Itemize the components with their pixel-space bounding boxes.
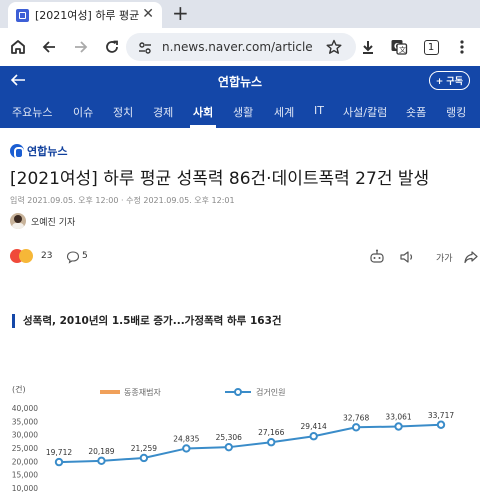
tab-issue[interactable]: 이슈 xyxy=(73,106,94,119)
subscribe-button[interactable]: + 구독 xyxy=(428,71,470,90)
back-icon[interactable] xyxy=(39,37,59,57)
home-icon[interactable] xyxy=(8,37,28,57)
category-nav: 주요뉴스 이슈 정치 경제 사회 생활 세계 IT 사설/칼럼 숏폼 랭킹 xyxy=(0,96,480,128)
tab-it[interactable]: IT xyxy=(314,104,324,117)
y-tick-label: 10,000 xyxy=(12,484,38,493)
audio-read-icon[interactable] xyxy=(368,248,386,270)
series-line-arrested xyxy=(58,423,442,464)
data-label: 21,259 xyxy=(131,444,157,453)
site-header: 연합뉴스 + 구독 xyxy=(0,66,480,96)
tab-politics[interactable]: 정치 xyxy=(113,106,134,119)
data-label: 33,717 xyxy=(428,411,454,420)
y-tick-label: 40,000 xyxy=(12,404,38,413)
chart-area: (건) 동종재범자 검거인원 40,000 35,000 30,000 25,000 2… xyxy=(0,376,480,494)
data-point xyxy=(309,432,318,441)
y-tick-label: 30,000 xyxy=(12,431,38,440)
more-menu-icon[interactable] xyxy=(452,37,472,57)
data-point xyxy=(54,457,64,467)
naver-favicon-icon xyxy=(16,8,29,22)
y-tick-label: 35,000 xyxy=(12,417,38,426)
address-bar[interactable]: n.news.naver.com/article/001/( xyxy=(126,33,356,61)
browser-tab[interactable]: [2021여성] 하루 평균 성폭력 86 ✕ xyxy=(8,2,162,28)
data-label: 19,712 xyxy=(46,448,72,457)
legend-item-arrested: 검거인원 xyxy=(256,387,285,397)
translate-icon[interactable]: G文 xyxy=(389,37,409,57)
data-point xyxy=(267,438,276,447)
data-label: 27,166 xyxy=(258,428,284,437)
tab-shortform[interactable]: 숏폼 xyxy=(406,106,427,119)
active-tab-indicator xyxy=(190,125,216,128)
article-dates: 입력 2021.09.05. 오후 12:00 · 수정 2021.09.05.… xyxy=(10,196,235,205)
y-tick-label: 20,000 xyxy=(12,457,38,466)
reaction-button[interactable] xyxy=(10,249,33,263)
tab-society[interactable]: 사회 xyxy=(193,106,214,119)
speaker-icon[interactable] xyxy=(398,248,416,270)
browser-toolbar: n.news.naver.com/article/001/( G文 1 xyxy=(0,28,480,66)
y-tick-label: 15,000 xyxy=(12,471,38,480)
tab-ranking[interactable]: 랭킹 xyxy=(446,106,467,119)
data-label: 29,414 xyxy=(301,422,327,431)
author[interactable]: 오예진 기자 xyxy=(10,213,75,229)
font-size-button[interactable]: 가가 xyxy=(436,254,453,264)
forward-icon[interactable] xyxy=(71,37,91,57)
tab-title: [2021여성] 하루 평균 성폭력 86 xyxy=(35,9,143,22)
y-tick-label: 25,000 xyxy=(12,444,38,453)
article-toolbar: 23 5 가가 xyxy=(10,248,478,270)
data-point xyxy=(436,420,446,429)
press-name: 연합뉴스 xyxy=(27,145,68,158)
legend-bar-swatch xyxy=(100,390,120,394)
bookmark-star-icon[interactable] xyxy=(326,39,342,59)
tab-life[interactable]: 생활 xyxy=(233,106,254,119)
data-label: 33,061 xyxy=(385,413,411,422)
line-chart: (건) 동종재범자 검거인원 40,000 35,000 30,000 25,000 2… xyxy=(12,384,455,493)
y-unit-label: (건) xyxy=(12,384,26,394)
url-text: n.news.naver.com/article/001/( xyxy=(162,40,312,54)
data-label: 20,189 xyxy=(88,447,114,456)
yonhap-logo-icon xyxy=(10,144,24,159)
tab-switcher-button[interactable]: 1 xyxy=(421,37,441,57)
data-label: 32,768 xyxy=(343,413,369,422)
reload-icon[interactable] xyxy=(102,37,122,57)
legend-line-marker xyxy=(234,388,242,396)
data-point xyxy=(97,456,106,466)
data-point xyxy=(351,423,361,432)
download-icon[interactable] xyxy=(358,37,378,57)
legend-item-recidivist: 동종재범자 xyxy=(124,387,161,397)
sad-reaction-icon xyxy=(19,249,33,263)
tab-main-news[interactable]: 주요뉴스 xyxy=(12,106,53,119)
browser-tabstrip: [2021여성] 하루 평균 성폭력 86 ✕ + xyxy=(0,0,480,28)
share-icon[interactable] xyxy=(462,248,480,270)
article-headline: [2021여성] 하루 평균 성폭력 86건·데이트폭력 27건 발생 xyxy=(10,169,430,189)
author-name: 오예진 기자 xyxy=(31,217,76,228)
comment-icon[interactable] xyxy=(66,249,80,268)
data-point xyxy=(224,442,233,452)
data-point xyxy=(182,444,191,453)
data-point xyxy=(394,422,403,431)
close-tab-icon[interactable]: ✕ xyxy=(142,6,154,22)
tab-economy[interactable]: 경제 xyxy=(153,106,174,119)
back-arrow-icon[interactable] xyxy=(8,70,28,95)
comment-count: 5 xyxy=(82,251,88,261)
site-info-icon[interactable] xyxy=(138,40,152,59)
data-point xyxy=(139,453,149,463)
tab-editorial[interactable]: 사설/칼럼 xyxy=(343,106,388,119)
section-subtitle: 성폭력, 2010년의 1.5배로 증가...가정폭력 하루 163건 xyxy=(12,314,282,328)
author-avatar xyxy=(10,213,26,229)
press-logo[interactable]: 연합뉴스 xyxy=(10,142,67,160)
data-label: 25,306 xyxy=(216,433,242,442)
svg-text:文: 文 xyxy=(399,45,406,54)
reaction-count: 23 xyxy=(41,251,53,261)
data-label: 24,835 xyxy=(173,434,199,443)
site-title: 연합뉴스 xyxy=(217,75,263,89)
tab-world[interactable]: 세계 xyxy=(274,106,295,119)
new-tab-icon[interactable]: + xyxy=(172,1,189,25)
